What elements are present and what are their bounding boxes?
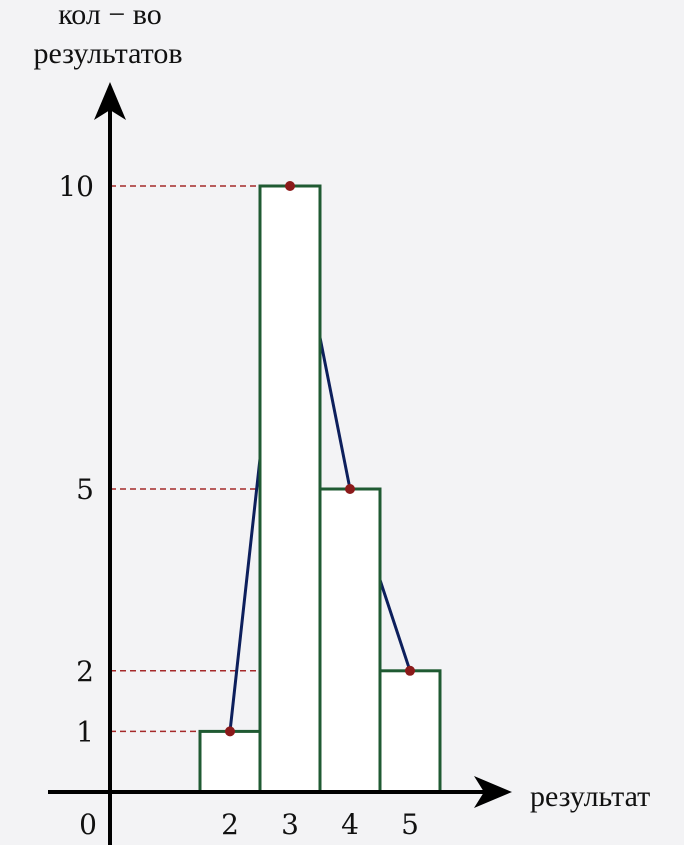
tick-labels: 2 3 4 5 1 2 5 10 <box>58 170 419 841</box>
bar-3 <box>258 184 322 794</box>
marker-5 <box>405 665 415 676</box>
bars <box>198 181 442 794</box>
bar-5 <box>378 669 442 794</box>
marker-3 <box>285 181 295 191</box>
x-tick-label-5: 5 <box>401 808 419 841</box>
y-axis-title-line2: результатов <box>34 37 183 70</box>
marker-4 <box>345 484 355 494</box>
bar-4 <box>318 487 382 794</box>
x-tick-label-3: 3 <box>281 808 299 841</box>
x-tick-label-2: 2 <box>221 808 239 841</box>
marker-2 <box>225 726 235 737</box>
x-tick-label-4: 4 <box>341 808 359 841</box>
y-axis-arrow <box>94 82 126 120</box>
x-axis-arrow <box>474 776 512 808</box>
y-tick-label-1: 1 <box>76 715 94 748</box>
x-axis-title: результат <box>530 780 650 813</box>
y-tick-label-10: 10 <box>58 170 94 203</box>
bar-2 <box>198 729 262 794</box>
y-tick-label-2: 2 <box>76 655 94 688</box>
y-tick-label-5: 5 <box>76 473 94 506</box>
origin-label: 0 <box>79 808 97 841</box>
y-axis-title-line1: кол − во <box>58 0 162 31</box>
axes <box>48 82 512 845</box>
